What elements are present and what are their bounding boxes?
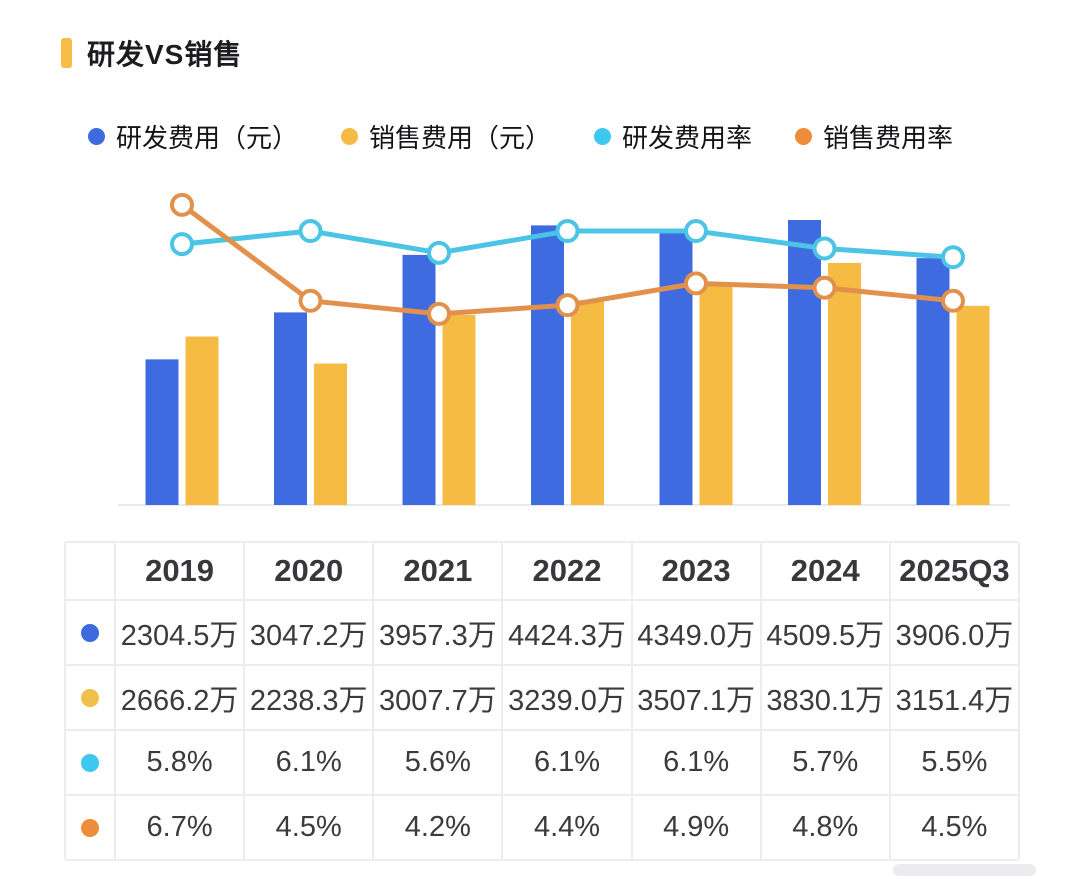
bar-rd-2024 <box>788 220 821 505</box>
series-dot-icon <box>81 688 99 707</box>
bar-sales-2021 <box>442 314 476 505</box>
marker-sales-rate-2023 <box>684 271 708 296</box>
marker-sales-rate-2020 <box>298 288 323 313</box>
legend-dot-icon <box>341 128 359 145</box>
bar-rd-2023 <box>659 230 693 505</box>
legend: 研发费用（元） 销售费用（元） 研发费用率 销售费用率 <box>88 118 953 155</box>
page-title: 研发VS销售 <box>87 39 243 70</box>
bar-rd-2022 <box>531 225 564 505</box>
table-cell-r3-2021: 5.6% <box>374 731 502 794</box>
table-cell-r2-2022: 3239.0万 <box>503 666 631 729</box>
table-cell-r1-2019: 2304.5万 <box>116 601 244 664</box>
legend-dot-icon <box>594 128 612 145</box>
legend-label: 研发费用（元） <box>116 123 299 153</box>
table-header-2021: 2021 <box>374 543 502 599</box>
table-cell-r1-2021: 3957.3万 <box>374 601 502 664</box>
legend-item-2[interactable]: 销售费用（元） <box>341 118 551 155</box>
table-series-dot-cell <box>66 796 114 859</box>
marker-sales-rate-2024 <box>812 275 837 300</box>
combo-chart <box>118 192 1010 506</box>
table-cell-r4-2025Q3: 4.5% <box>890 796 1018 859</box>
table-series-dot-cell <box>66 731 114 794</box>
table-cell-r3-2019: 5.8% <box>116 731 244 794</box>
table-header-2022: 2022 <box>503 543 631 599</box>
data-table: 2019 2020 2021 2022 2023 2024 2025Q3 2304.5万 304… <box>64 541 1020 861</box>
table-corner-cell <box>66 543 114 599</box>
legend-dot-icon <box>795 128 813 145</box>
series-dot-icon <box>81 753 99 772</box>
marker-rd-rate-2020 <box>298 219 323 244</box>
table-cell-r4-2022: 4.4% <box>503 796 631 859</box>
table-cell-r3-2020: 6.1% <box>245 731 373 794</box>
table-cell-r2-2020: 2238.3万 <box>245 666 373 729</box>
bar-sales-2023 <box>699 283 733 505</box>
section-title-row: 研发VS销售 <box>61 33 242 73</box>
marker-sales-rate-2022 <box>555 293 580 318</box>
table-header-2023: 2023 <box>632 543 760 599</box>
legend-item-3[interactable]: 研发费用率 <box>594 118 752 155</box>
table-cell-r4-2019: 6.7% <box>116 796 244 859</box>
legend-item-4[interactable]: 销售费用率 <box>795 118 953 155</box>
table-header-2025Q3: 2025Q3 <box>890 543 1018 599</box>
series-dot-icon <box>81 623 99 642</box>
marker-rd-rate-2023 <box>684 219 708 244</box>
marker-rd-rate-2021 <box>427 240 451 265</box>
table-cell-r1-2024: 4509.5万 <box>761 601 889 664</box>
table-cell-r3-2025Q3: 5.5% <box>890 731 1018 794</box>
table-header-2020: 2020 <box>245 543 373 599</box>
table-cell-r3-2023: 6.1% <box>632 731 760 794</box>
bar-sales-2022 <box>571 300 604 505</box>
table-header-2024: 2024 <box>761 543 889 599</box>
legend-label: 销售费用（元） <box>369 123 552 153</box>
table-cell-r2-2019: 2666.2万 <box>116 666 244 729</box>
marker-sales-rate-2025Q3 <box>941 288 965 313</box>
table-series-dot-cell <box>66 601 114 664</box>
bar-sales-2019 <box>185 336 219 505</box>
legend-label: 研发费用率 <box>622 123 753 153</box>
table-cell-r2-2024: 3830.1万 <box>761 666 889 729</box>
marker-rd-rate-2019 <box>170 232 194 257</box>
marker-sales-rate-2021 <box>427 301 451 326</box>
bar-rd-2021 <box>402 254 436 505</box>
table-cell-r4-2023: 4.9% <box>632 796 760 859</box>
table-cell-r1-2020: 3047.2万 <box>245 601 373 664</box>
bar-sales-2025Q3 <box>956 305 990 505</box>
legend-dot-icon <box>88 128 105 145</box>
marker-sales-rate-2019 <box>170 192 194 217</box>
table-cell-r2-2021: 3007.7万 <box>374 666 502 729</box>
bar-rd-2019 <box>145 359 179 505</box>
series-dot-icon <box>81 818 99 837</box>
table-cell-r2-2025Q3: 3151.4万 <box>890 666 1018 729</box>
marker-rd-rate-2025Q3 <box>941 245 965 270</box>
marker-rd-rate-2024 <box>812 236 837 261</box>
table-header-2019: 2019 <box>116 543 244 599</box>
title-accent-bar <box>61 38 72 68</box>
horizontal-scrollbar-thumb[interactable] <box>893 864 1036 876</box>
table-cell-r4-2020: 4.5% <box>245 796 373 859</box>
table-cell-r3-2024: 5.7% <box>761 731 889 794</box>
bar-sales-2024 <box>828 262 861 505</box>
table-cell-r3-2022: 6.1% <box>503 731 631 794</box>
table-cell-r1-2023: 4349.0万 <box>632 601 760 664</box>
table-cell-r4-2021: 4.2% <box>374 796 502 859</box>
table-cell-r2-2023: 3507.1万 <box>632 666 760 729</box>
table-cell-r1-2022: 4424.3万 <box>503 601 631 664</box>
marker-rd-rate-2022 <box>555 219 580 244</box>
legend-label: 销售费用率 <box>823 123 954 153</box>
table-cell-r4-2024: 4.8% <box>761 796 889 859</box>
bar-rd-2020 <box>274 312 307 505</box>
legend-item-1[interactable]: 研发费用（元） <box>88 118 298 155</box>
bar-sales-2020 <box>314 363 347 505</box>
table-cell-r1-2025Q3: 3906.0万 <box>890 601 1018 664</box>
table-series-dot-cell <box>66 666 114 729</box>
